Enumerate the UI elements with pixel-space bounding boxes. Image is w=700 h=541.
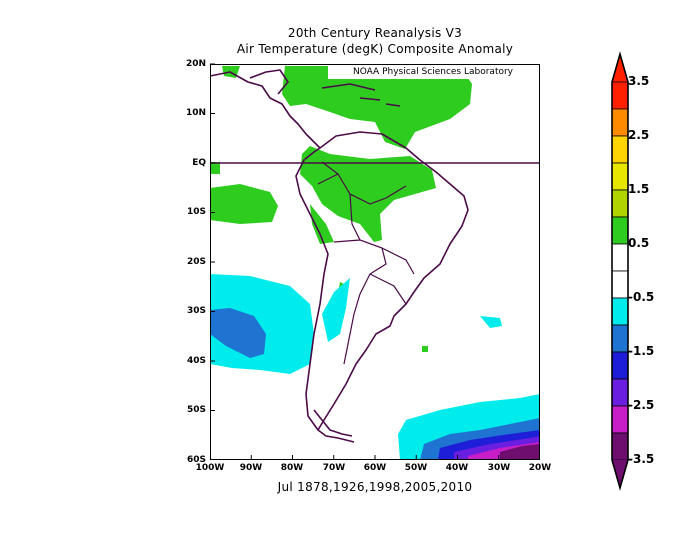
anomaly-map [209,63,540,460]
colorbar-cell [611,162,629,191]
lon-tick-label: 60W [363,463,387,473]
central-america-coast [209,71,321,149]
colorbar-cell [611,189,629,218]
tick-marks [210,63,500,460]
lat-tick-label: 10S [186,207,206,217]
colorbar-label: -0.5 [628,290,655,304]
lat-tick-label: EQ [192,158,206,168]
negative-anomaly-regions [210,274,540,460]
lon-tick-label: 100W [195,463,225,473]
colorbar-label: 2.5 [628,128,650,142]
colorbar-cell [611,108,629,137]
yucatan-coast [249,69,289,95]
colorbar-top-arrow [612,54,628,82]
colorbar-cells [611,54,629,488]
credit-label: NOAA Physical Sciences Laboratory [328,66,538,79]
anomaly-patch [422,346,428,352]
country-border [317,161,415,365]
colorbar-cell [611,270,629,299]
country-borders [317,161,415,365]
colorbar-label: 1.5 [628,182,650,196]
lat-tick-label: 20S [186,257,206,267]
colorbar-cell [611,135,629,164]
map-border [210,64,540,460]
colorbar-cell [611,243,629,272]
colorbar-label: -3.5 [628,452,655,466]
anomaly-patch [300,146,436,242]
anomaly-patch [210,162,220,174]
composite-dates-label: Jul 1878,1926,1998,2005,2010 [277,480,473,494]
lon-tick-label: 70W [322,463,346,473]
tierra-del-fuego [313,409,353,437]
colorbar-cell [611,324,629,353]
colorbar-cell [611,432,629,461]
colorbar [611,51,629,491]
caribbean-islands [321,83,401,107]
coastlines [209,69,469,443]
colorbar-outline [611,51,629,491]
colorbar-label: -1.5 [628,344,655,358]
lon-tick-label: 50W [404,463,428,473]
anomaly-patch [322,278,350,342]
lat-tick-label: 10N [185,108,206,118]
anomaly-patch [210,184,278,224]
lat-tick-label: 60S [186,455,206,465]
colorbar-label: -2.5 [628,398,655,412]
lon-tick-label: 90W [239,463,263,473]
colorbar-cell [611,81,629,110]
anomaly-patch [480,316,502,328]
lon-tick-label: 40W [445,463,469,473]
anomaly-patch [310,204,334,244]
colorbar-bottom-arrow [612,460,628,488]
colorbar-cell [611,216,629,245]
colorbar-cell [611,378,629,407]
chart-subtitle: Air Temperature (degK) Composite Anomaly [236,42,514,56]
lat-tick-label: 20N [185,59,206,69]
colorbar-label: 3.5 [628,74,650,88]
lat-tick-label: 30S [186,306,206,316]
colorbar-cell [611,297,629,326]
colorbar-label: 0.5 [628,236,650,250]
lon-tick-label: 30W [487,463,511,473]
lon-tick-label: 20W [528,463,552,473]
colorbar-cell [611,351,629,380]
colorbar-cell [611,405,629,434]
south-america-coast [295,131,469,443]
chart-title: 20th Century Reanalysis V3 [287,26,463,40]
lon-tick-label: 80W [280,463,304,473]
anomaly-patch [210,308,266,358]
anomaly-patch [500,444,540,460]
lat-tick-label: 40S [186,356,206,366]
lat-tick-label: 50S [186,405,206,415]
